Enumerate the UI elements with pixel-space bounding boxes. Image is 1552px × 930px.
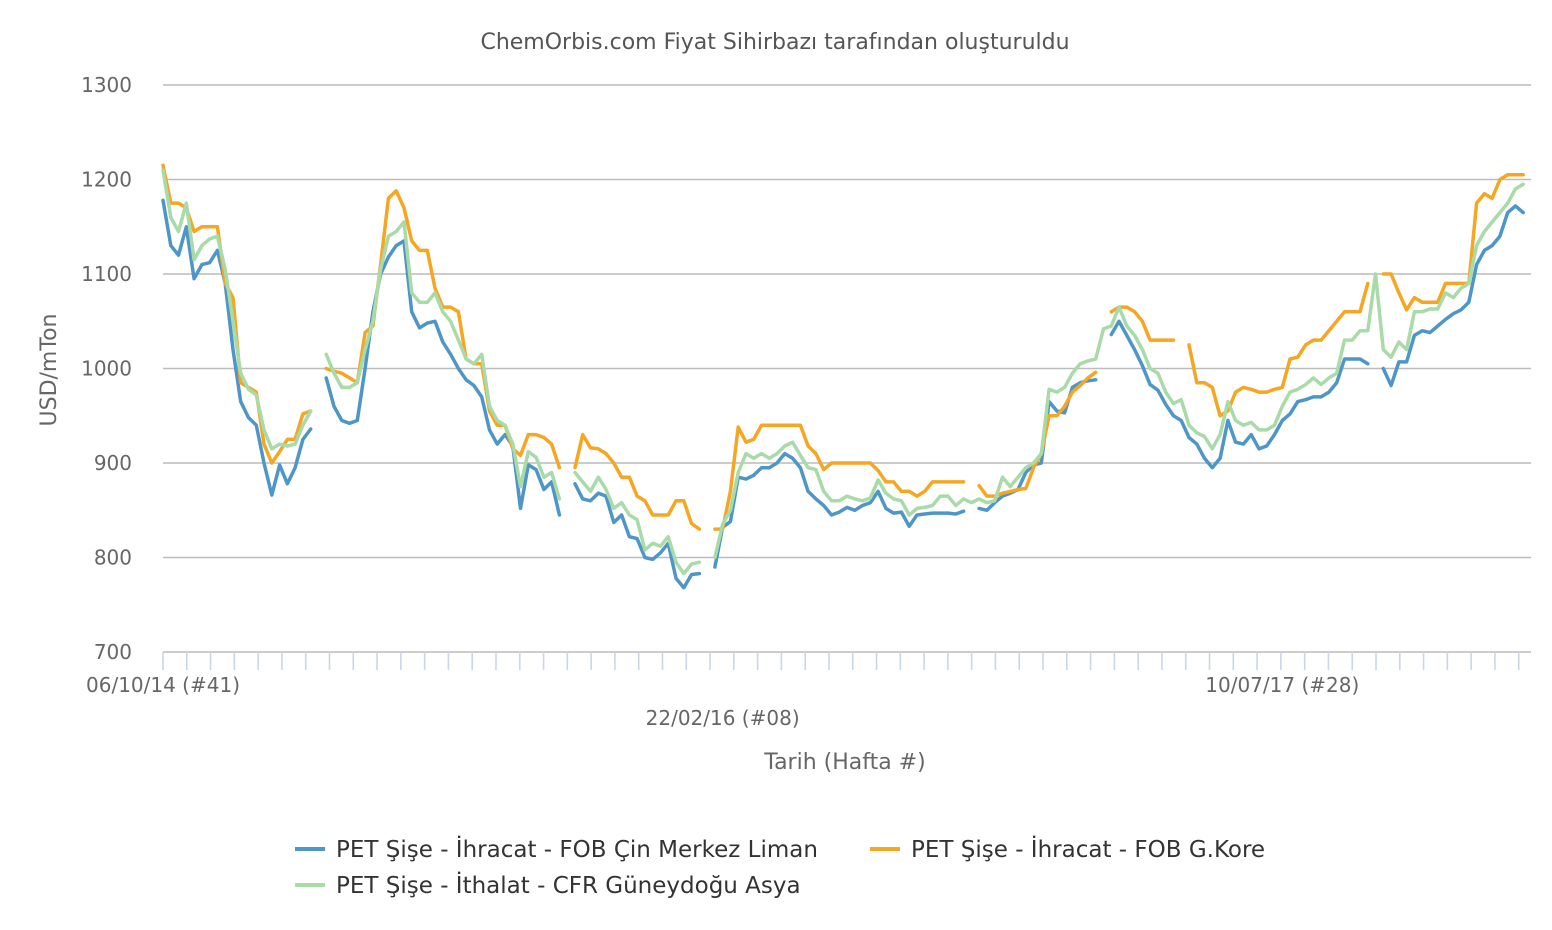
series-line-2 <box>713 423 966 531</box>
series-line-3 <box>573 470 702 576</box>
series-line-3 <box>324 220 562 501</box>
series-line-2 <box>1187 281 1370 418</box>
y-tick-label: 1200 <box>81 168 132 192</box>
y-tick-label: 1000 <box>81 357 132 381</box>
x-tick-label: 10/07/17 (#28) <box>1205 673 1359 697</box>
series-line-2 <box>977 370 1098 498</box>
series-line-1 <box>324 239 562 517</box>
y-tick-label: 1100 <box>81 262 132 286</box>
legend-label: PET Şişe - İhracat - FOB Çin Merkez Lima… <box>336 835 818 863</box>
chart-title: ChemOrbis.com Fiyat Sihirbazı tarafından… <box>480 30 1069 55</box>
y-tick-label: 900 <box>94 451 132 475</box>
y-tick-label: 700 <box>94 640 132 664</box>
series-line-1 <box>161 198 313 497</box>
y-tick-label: 1300 <box>81 73 132 97</box>
series-line-1 <box>1109 319 1370 470</box>
x-axis-ticks <box>162 652 1520 670</box>
x-tick-label: 06/10/14 (#41) <box>86 673 240 697</box>
series-lines <box>161 163 1525 590</box>
y-tick-label: 800 <box>94 546 132 570</box>
series-line-2 <box>573 432 702 531</box>
x-tick-label: 22/02/16 (#08) <box>646 706 800 730</box>
y-axis-title: USD/mTon <box>37 314 62 427</box>
legend-label: PET Şişe - İthalat - CFR Güneydoğu Asya <box>336 871 801 899</box>
x-axis-tick-labels: 06/10/14 (#41) 22/02/16 (#08) 10/07/17 (#2… <box>86 673 1359 730</box>
gridlines <box>163 84 1531 653</box>
series-line-1 <box>713 451 966 569</box>
y-axis-ticks: 1300 1200 1100 1000 900 800 700 <box>81 73 132 664</box>
series-line-2 <box>1109 305 1176 342</box>
series-line-2 <box>1381 173 1525 312</box>
series-line-2 <box>324 189 562 470</box>
series-line-3 <box>161 168 313 451</box>
x-axis-title: Tarih (Hafta #) <box>763 750 925 775</box>
legend: PET Şişe - İhracat - FOB Çin Merkez Lima… <box>295 835 1265 899</box>
legend-label: PET Şişe - İhracat - FOB G.Kore <box>911 835 1265 863</box>
series-line-1 <box>573 482 702 590</box>
series-line-1 <box>1381 204 1525 388</box>
series-line-3 <box>713 182 1525 560</box>
